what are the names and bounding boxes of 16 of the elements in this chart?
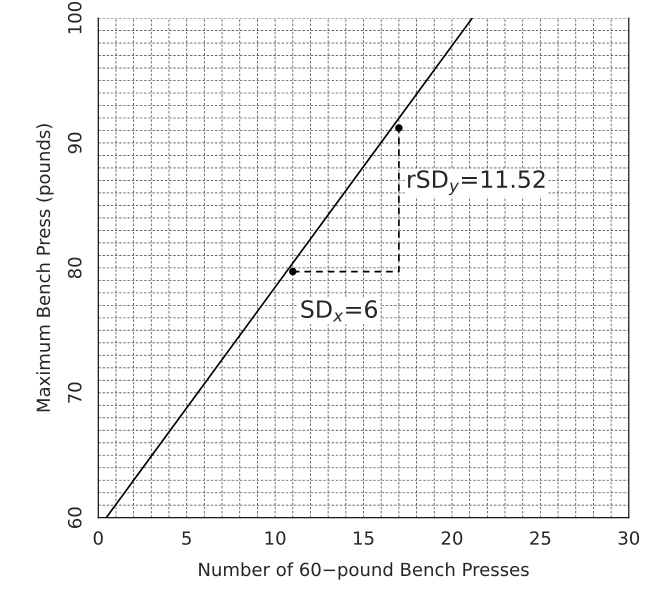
x-tick-label: 30: [618, 531, 640, 545]
x-tick-label: 25: [530, 531, 550, 545]
y-tick-label: 90: [68, 132, 82, 154]
x-axis-title: Number of 60−pound Bench Presses: [199, 562, 529, 580]
y-tick-label: 70: [68, 382, 82, 403]
x-tick-label: 15: [354, 531, 374, 545]
y-axis-title: Maximum Bench Press (pounds): [36, 124, 54, 412]
y-tick-label: 60: [68, 507, 82, 528]
y-tick-label: 100: [68, 2, 82, 34]
y-tick-label: 80: [68, 258, 82, 278]
x-tick-label: 10: [266, 531, 286, 545]
x-tick-label: 20: [442, 531, 462, 545]
x-tick-label: 0: [94, 531, 103, 545]
annotation: SD$_{x}$=6: [301, 300, 377, 322]
annotation: rSD$_{y}$=11.52: [408, 170, 545, 196]
x-tick-label: 5: [182, 531, 191, 545]
